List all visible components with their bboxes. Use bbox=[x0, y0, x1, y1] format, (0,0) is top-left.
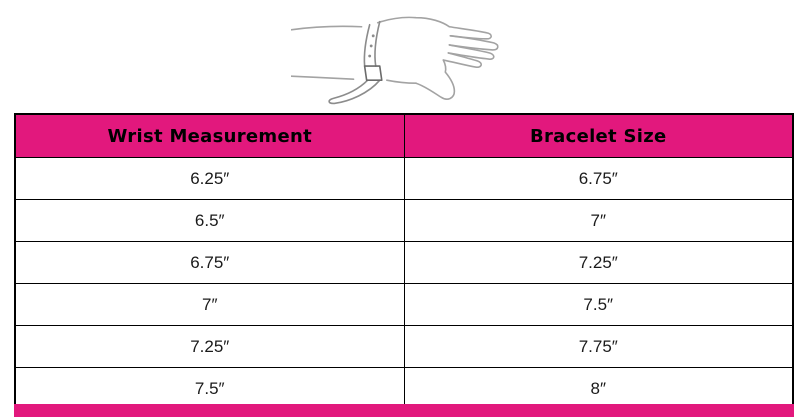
wrist-size-cell: 6.5″ bbox=[14, 199, 405, 242]
bracelet-strap bbox=[363, 23, 371, 67]
wrist-size-cell: 7.25″ bbox=[14, 325, 405, 368]
hand-wrist-illustration bbox=[291, 16, 499, 105]
bracelet-size-cell: 7.25″ bbox=[403, 241, 794, 284]
bracelet-size-cell: 7″ bbox=[403, 199, 794, 242]
middle-finger bbox=[448, 35, 499, 51]
thumb bbox=[415, 59, 456, 100]
table-row: 7.25″ 7.75″ bbox=[14, 325, 794, 368]
bracelet-size-cell: 8″ bbox=[403, 367, 794, 411]
table-row: 6.75″ 7.25″ bbox=[14, 241, 794, 284]
forearm-lines bbox=[291, 25, 363, 31]
header-cell-wrist-measurement: Wrist Measurement bbox=[14, 113, 405, 158]
wrist-size-cell: 7.5″ bbox=[14, 367, 405, 411]
table-row: 7″ 7.5″ bbox=[14, 283, 794, 326]
wrist-size-cell: 7″ bbox=[14, 283, 405, 326]
strap-holes bbox=[368, 34, 375, 58]
wrist-size-cell: 6.25″ bbox=[14, 157, 405, 200]
size-chart-table: Wrist Measurement Bracelet Size 6.25″ 6.… bbox=[14, 113, 794, 411]
wrist-size-cell: 6.75″ bbox=[14, 241, 405, 284]
bracelet-size-cell: 7.75″ bbox=[403, 325, 794, 368]
hand-outline bbox=[376, 16, 451, 28]
table-row: 6.25″ 6.75″ bbox=[14, 157, 794, 200]
ring-finger bbox=[447, 44, 495, 60]
pinky-finger bbox=[442, 52, 483, 69]
strap-end bbox=[328, 79, 381, 105]
partial-next-header-bar bbox=[14, 404, 794, 417]
table-row: 6.5″ 7″ bbox=[14, 199, 794, 242]
header-cell-bracelet-size: Bracelet Size bbox=[403, 113, 794, 158]
table-row: 7.5″ 8″ bbox=[14, 367, 794, 411]
table-header-row: Wrist Measurement Bracelet Size bbox=[14, 113, 794, 158]
strap-buckle bbox=[363, 65, 383, 82]
bracelet-size-cell: 6.75″ bbox=[403, 157, 794, 200]
bracelet-size-cell: 7.5″ bbox=[403, 283, 794, 326]
